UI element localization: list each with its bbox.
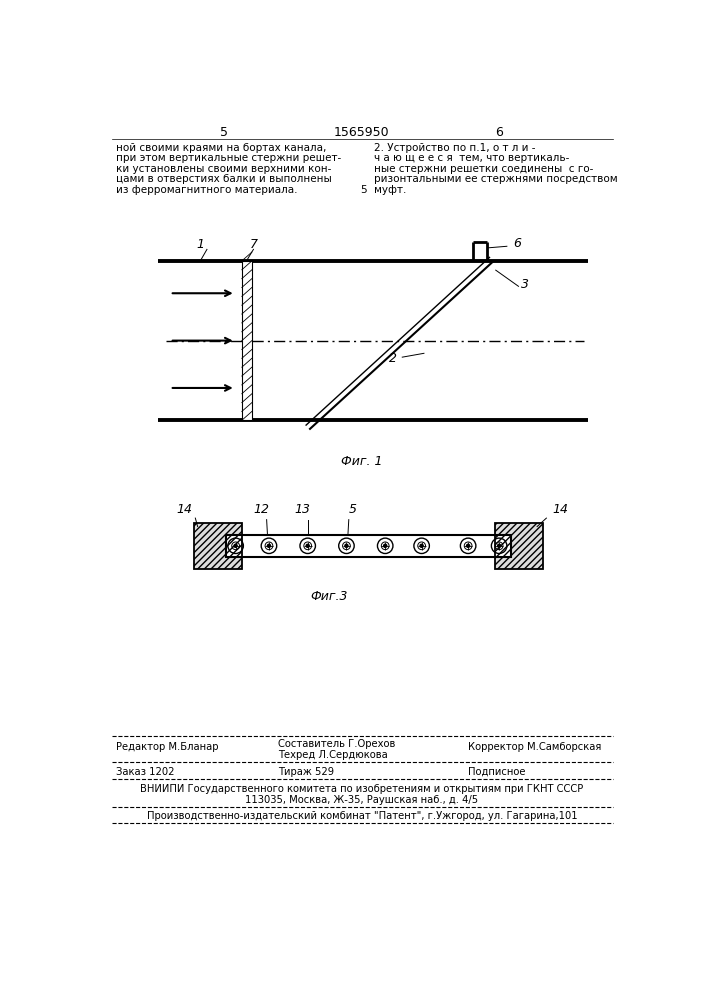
Text: Редактор М.Бланар: Редактор М.Бланар <box>115 742 218 752</box>
Text: 14: 14 <box>553 503 568 516</box>
Bar <box>194 523 242 569</box>
Text: 1: 1 <box>197 238 205 251</box>
Text: 5: 5 <box>349 503 356 516</box>
Circle shape <box>467 544 469 547</box>
Text: 7: 7 <box>250 238 257 251</box>
Text: ки установлены своими верхними кон-: ки установлены своими верхними кон- <box>115 164 331 174</box>
Text: ной своими краями на бортах канала,: ной своими краями на бортах канала, <box>115 143 326 153</box>
Text: Подписное: Подписное <box>468 767 525 777</box>
Text: 13: 13 <box>294 503 310 516</box>
Text: 2: 2 <box>389 352 397 365</box>
Circle shape <box>267 544 271 547</box>
Text: ч а ю щ е е с я  тем, что вертикаль-: ч а ю щ е е с я тем, что вертикаль- <box>373 153 569 163</box>
Text: 5: 5 <box>220 126 228 139</box>
Circle shape <box>498 544 501 547</box>
Bar <box>495 523 543 569</box>
Text: ризонтальными ее стержнями посредством: ризонтальными ее стержнями посредством <box>373 174 617 184</box>
Text: Техред Л.Сердюкова: Техред Л.Сердюкова <box>279 750 388 760</box>
Bar <box>226 535 510 557</box>
Text: ВНИИПИ Государственного комитета по изобретениям и открытиям при ГКНТ СССР: ВНИИПИ Государственного комитета по изоб… <box>140 784 583 794</box>
Text: 12: 12 <box>253 503 269 516</box>
Text: при этом вертикальные стержни решет-: при этом вертикальные стержни решет- <box>115 153 341 163</box>
Text: Заказ 1202: Заказ 1202 <box>115 767 174 777</box>
Text: из ферромагнитного материала.: из ферромагнитного материала. <box>115 185 297 195</box>
Text: цами в отверстиях балки и выполнены: цами в отверстиях балки и выполнены <box>115 174 332 184</box>
Text: Фиг. 1: Фиг. 1 <box>341 455 382 468</box>
Text: 6: 6 <box>495 126 503 139</box>
Text: 3: 3 <box>521 278 529 291</box>
Text: Фиг.3: Фиг.3 <box>310 590 347 603</box>
Bar <box>495 523 543 569</box>
Text: Тираж 529: Тираж 529 <box>279 767 334 777</box>
Bar <box>242 261 252 420</box>
Text: муфт.: муфт. <box>373 185 406 195</box>
Text: 6: 6 <box>513 237 521 250</box>
Text: 14: 14 <box>177 503 192 516</box>
Text: 5: 5 <box>360 185 367 195</box>
Circle shape <box>306 544 309 547</box>
Circle shape <box>234 544 237 547</box>
Circle shape <box>420 544 423 547</box>
Text: Составитель Г.Орехов: Составитель Г.Орехов <box>279 739 396 749</box>
Text: Производственно-издательский комбинат "Патент", г.Ужгород, ул. Гагарина,101: Производственно-издательский комбинат "П… <box>146 811 577 821</box>
Circle shape <box>384 544 387 547</box>
Text: 2. Устройство по п.1, о т л и -: 2. Устройство по п.1, о т л и - <box>373 143 535 153</box>
Circle shape <box>345 544 348 547</box>
Bar <box>194 523 242 569</box>
Text: 113035, Москва, Ж-35, Раушская наб., д. 4/5: 113035, Москва, Ж-35, Раушская наб., д. … <box>245 795 479 805</box>
Text: ные стержни решетки соединены  с го-: ные стержни решетки соединены с го- <box>373 164 593 174</box>
Text: 1565950: 1565950 <box>334 126 390 139</box>
Text: Корректор М.Самборская: Корректор М.Самборская <box>468 742 602 752</box>
